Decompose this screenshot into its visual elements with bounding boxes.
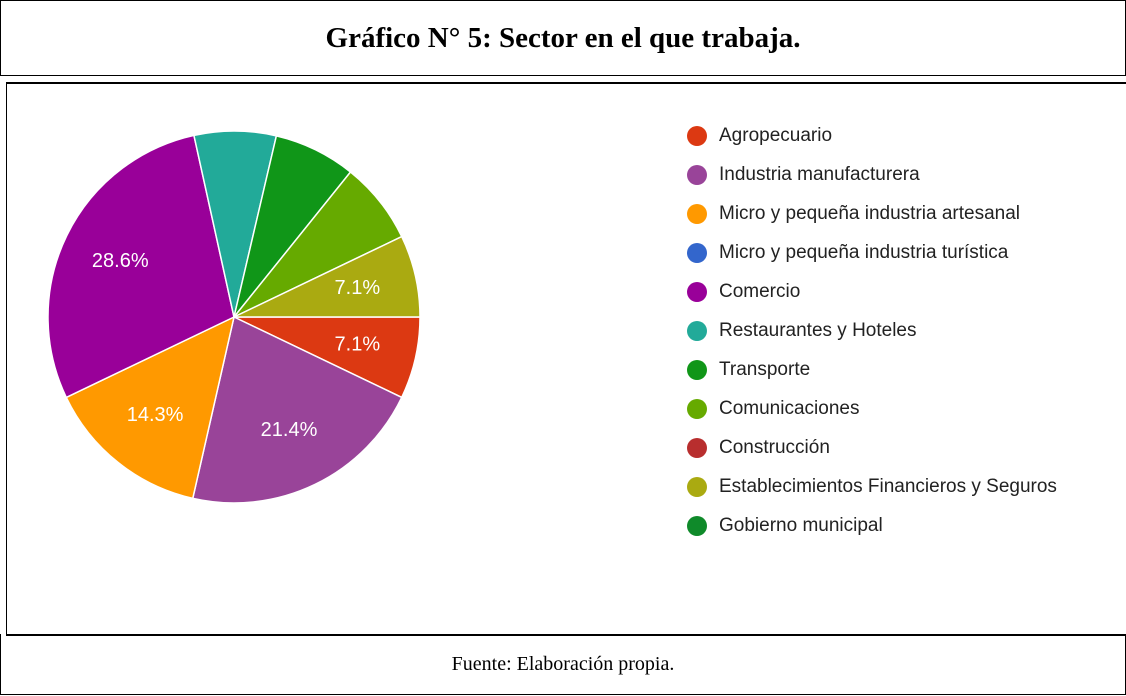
pie-slice [233, 235, 421, 318]
source-note: Fuente: Elaboración propia. [0, 634, 1126, 695]
pie-slice [191, 315, 403, 504]
slice-label: 28.6% [92, 250, 149, 272]
legend-swatch [687, 438, 707, 458]
pie-slice [65, 315, 236, 500]
legend-swatch [687, 360, 707, 380]
legend-swatch [687, 243, 707, 263]
pie-chart: 7.1% 21.4% 14.3% 28.6% 7.1% [47, 130, 421, 504]
slice-label: 7.1% [335, 277, 381, 299]
slice-label: 14.3% [127, 404, 184, 426]
legend-label: Agropecuario [719, 125, 833, 146]
legend-label: Comercio [719, 281, 801, 302]
legend-swatch [687, 126, 707, 146]
legend-swatch [687, 399, 707, 419]
legend-swatch [687, 516, 707, 536]
legend-swatch [687, 477, 707, 497]
legend-item: Industria manufacturera [687, 163, 1117, 187]
legend: Agropecuario Industria manufacturera Micro… [687, 124, 1117, 553]
legend-item: Agropecuario [687, 124, 1117, 148]
legend-label: Industria manufacturera [719, 164, 920, 185]
slice-label: 21.4% [261, 419, 318, 441]
legend-item: Comunicaciones [687, 397, 1117, 421]
legend-label: Gobierno municipal [719, 515, 883, 536]
legend-label: Comunicaciones [719, 398, 860, 419]
legend-label: Transporte [719, 359, 811, 380]
legend-item: Gobierno municipal [687, 514, 1117, 538]
legend-label: Micro y pequeña industria artesanal [719, 203, 1021, 224]
chart-title: Gráfico N° 5: Sector en el que trabaja. [0, 0, 1126, 76]
legend-swatch [687, 282, 707, 302]
legend-swatch [687, 165, 707, 185]
legend-label: Establecimientos Financieros y Seguros [719, 476, 1057, 497]
legend-item: Micro y pequeña industria artesanal [687, 202, 1117, 226]
legend-item: Restaurantes y Hoteles [687, 319, 1117, 343]
pie-slice [47, 134, 235, 399]
legend-item: Comercio [687, 280, 1117, 304]
legend-swatch [687, 204, 707, 224]
slice-label: 7.1% [335, 333, 381, 355]
legend-item: Transporte [687, 358, 1117, 382]
legend-item: Construcción [687, 436, 1117, 460]
legend-label: Restaurantes y Hoteles [719, 320, 917, 341]
legend-label: Micro y pequeña industria turística [719, 242, 1009, 263]
chart-area: 7.1% 21.4% 14.3% 28.6% 7.1% Agropecuario Indu… [6, 82, 1126, 636]
legend-label: Construcción [719, 437, 830, 458]
legend-item: Micro y pequeña industria turística [687, 241, 1117, 265]
legend-swatch [687, 321, 707, 341]
legend-item: Establecimientos Financieros y Seguros [687, 475, 1117, 499]
